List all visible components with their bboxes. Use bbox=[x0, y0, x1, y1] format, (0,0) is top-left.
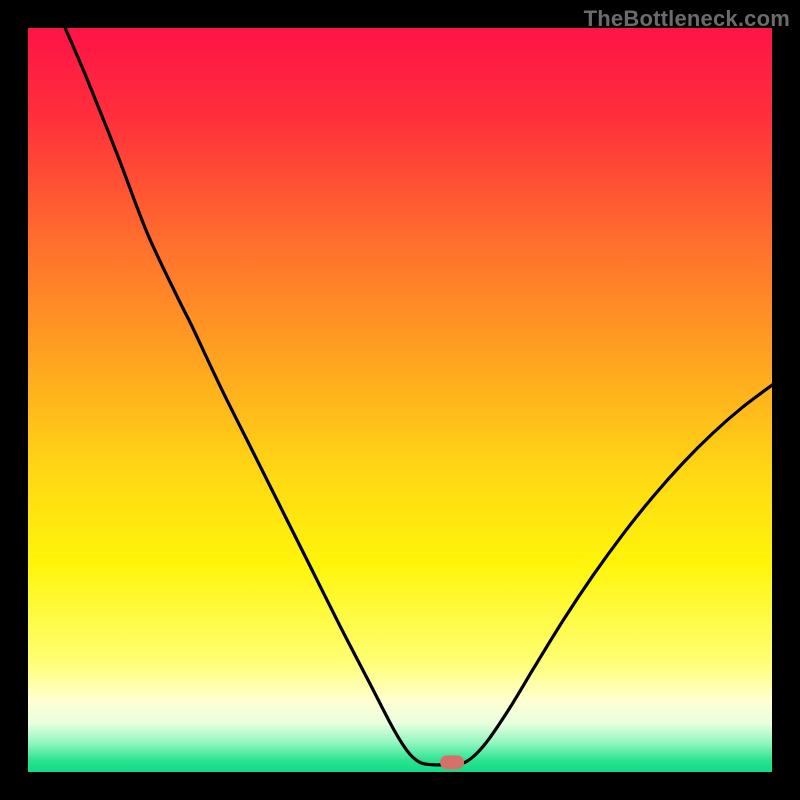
chart-frame: TheBottleneck.com bbox=[0, 0, 800, 800]
optimal-marker bbox=[440, 755, 464, 769]
bottleneck-curve-chart bbox=[0, 0, 800, 800]
gradient-background bbox=[28, 28, 772, 772]
watermark-text: TheBottleneck.com bbox=[584, 6, 790, 32]
